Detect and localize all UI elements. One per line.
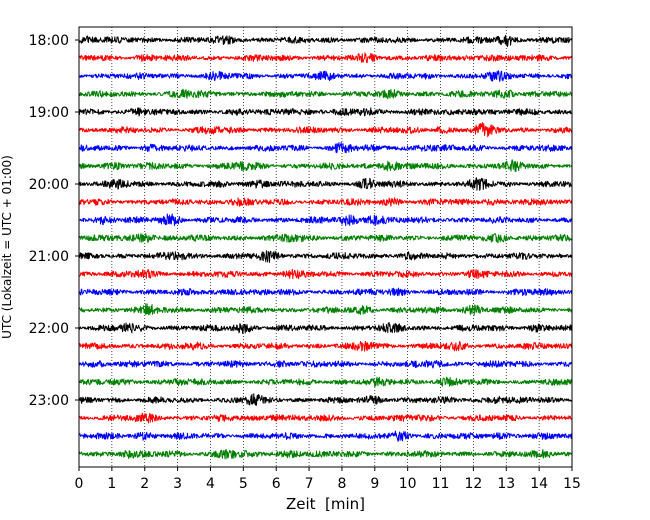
x-tick-label: 10 — [399, 476, 417, 492]
y-tick-label: 23:00 — [29, 393, 69, 409]
seismic-trace — [78, 430, 573, 442]
x-tick-label: 13 — [497, 476, 515, 492]
seismic-trace — [78, 34, 573, 47]
y-tick-label: 18:00 — [29, 33, 69, 49]
seismic-trace — [78, 287, 573, 297]
seismic-trace — [78, 88, 573, 100]
y-tick-label: 20:00 — [29, 177, 69, 193]
seismic-trace — [78, 159, 573, 172]
x-axis-ticks: 0 1 2 3 4 5 6 7 8 9 10 11 12 13 14 15 — [75, 467, 581, 492]
x-tick-label: 9 — [370, 476, 379, 492]
x-tick-label: 2 — [140, 476, 149, 492]
x-tick-label: 11 — [432, 476, 450, 492]
trace-layer — [78, 34, 573, 460]
x-tick-label: 14 — [530, 476, 548, 492]
y-axis-label: UTC (Lokalzeit = UTC + 01:00) — [0, 155, 14, 339]
seismic-trace — [78, 52, 573, 64]
x-tick-label: 3 — [173, 476, 182, 492]
seismic-trace — [78, 340, 573, 352]
seismic-trace — [78, 107, 573, 117]
seismic-trace — [78, 393, 573, 406]
y-tick-label: 21:00 — [29, 249, 69, 265]
x-tick-label: 6 — [272, 476, 281, 492]
x-tick-label: 0 — [75, 476, 84, 492]
seismic-trace — [78, 412, 573, 424]
seismic-trace — [78, 268, 573, 280]
seismic-trace — [78, 141, 573, 154]
seismic-trace — [78, 303, 573, 316]
x-axis-label: Zeit [min] — [286, 495, 365, 513]
x-tick-label: 12 — [464, 476, 482, 492]
x-tick-label: 7 — [305, 476, 314, 492]
seismic-trace — [78, 250, 573, 263]
seismic-trace — [78, 197, 573, 207]
y-tick-label: 22:00 — [29, 321, 69, 337]
plot-background — [79, 27, 572, 467]
seismic-trace — [78, 233, 573, 244]
plot-frame — [78, 26, 573, 468]
y-tick-label: 19:00 — [29, 105, 69, 121]
x-tick-label: 5 — [239, 476, 248, 492]
seismic-trace — [78, 121, 573, 138]
seismic-trace — [78, 177, 573, 191]
seismic-trace — [78, 448, 573, 460]
seismic-trace — [78, 213, 573, 227]
x-tick-label: 8 — [337, 476, 346, 492]
seismic-trace — [78, 322, 573, 334]
x-tick-label: 15 — [563, 476, 581, 492]
x-tick-label: 1 — [107, 476, 116, 492]
seismic-trace — [78, 359, 573, 369]
seismic-trace — [78, 376, 573, 388]
grid-lines — [111, 27, 540, 467]
y-axis-ticks: 18:00 19:00 20:00 21:00 22:00 23:00 — [29, 33, 79, 409]
seismic-trace — [78, 70, 573, 82]
x-tick-label: 4 — [206, 476, 215, 492]
